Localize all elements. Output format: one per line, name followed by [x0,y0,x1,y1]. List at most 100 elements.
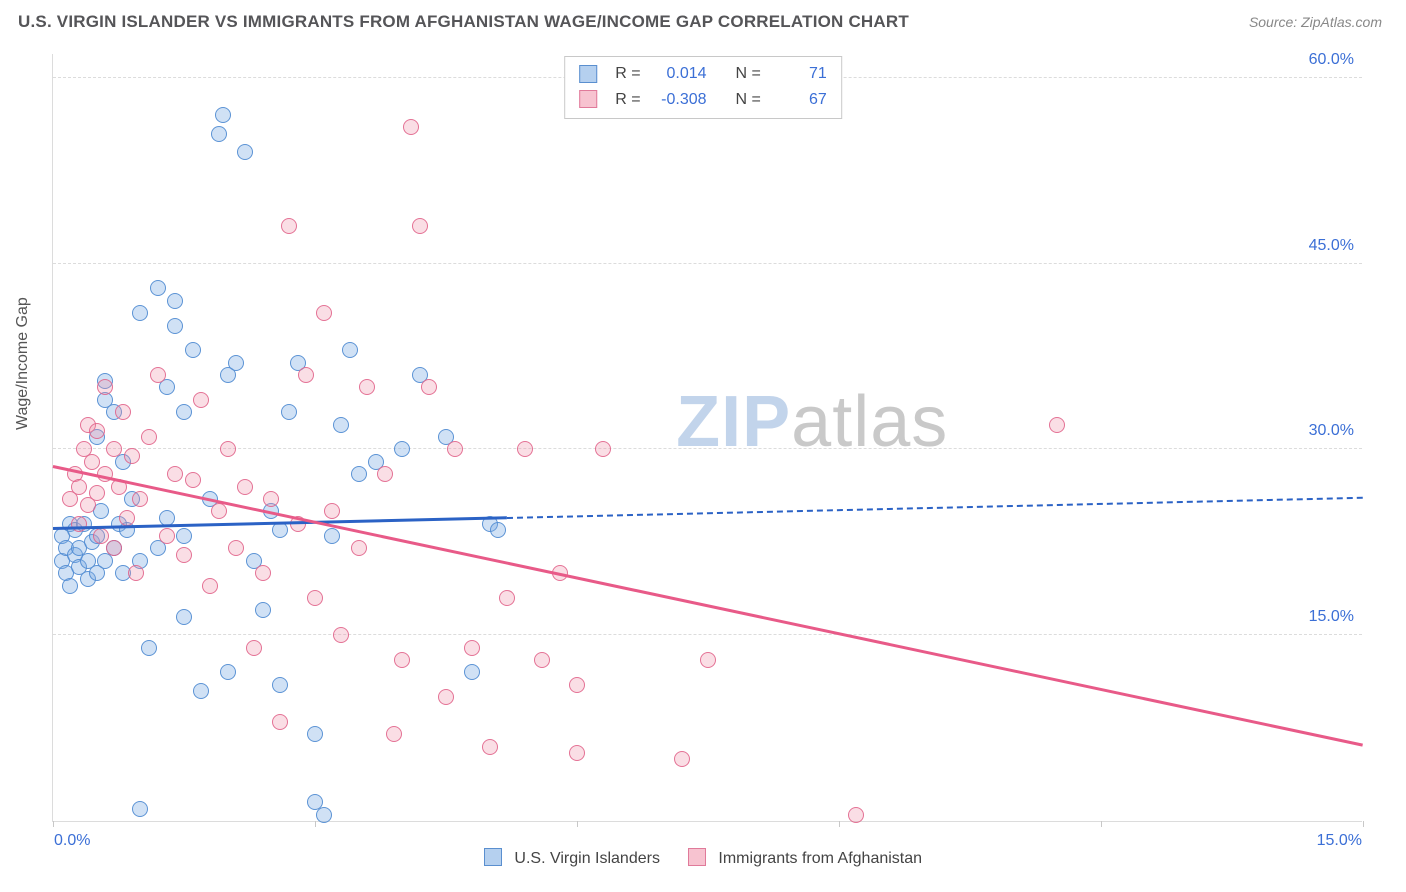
data-point [324,503,340,519]
data-point [97,379,113,395]
data-point [132,491,148,507]
chart-title: U.S. VIRGIN ISLANDER VS IMMIGRANTS FROM … [18,12,909,32]
data-point [211,126,227,142]
y-tick-label: 45.0% [1309,237,1354,255]
data-point [333,627,349,643]
scatter-plot: ZIPatlas 15.0%30.0%45.0%60.0% [52,54,1362,822]
data-point [237,144,253,160]
data-point [167,293,183,309]
data-point [1049,417,1065,433]
data-point [333,417,349,433]
data-point [159,510,175,526]
data-point [211,503,227,519]
data-point [438,689,454,705]
data-point [71,479,87,495]
legend-item-b: Immigrants from Afghanistan [688,848,922,868]
tick-x [53,821,54,827]
data-point [193,683,209,699]
data-point [89,485,105,501]
gridline-y [53,263,1362,264]
data-point [128,565,144,581]
tick-x [839,821,840,827]
data-point [848,807,864,823]
legend-item-a: U.S. Virgin Islanders [484,848,660,868]
data-point [84,454,100,470]
trend-line [53,465,1364,746]
x-tick-right: 15.0% [1317,832,1362,850]
data-point [185,342,201,358]
data-point [517,441,533,457]
data-point [141,429,157,445]
data-point [386,726,402,742]
data-point [237,479,253,495]
data-point [246,640,262,656]
y-tick-label: 30.0% [1309,422,1354,440]
data-point [307,590,323,606]
data-point [298,367,314,383]
data-point [167,318,183,334]
data-point [202,578,218,594]
tick-x [577,821,578,827]
data-point [141,640,157,656]
bottom-legend: U.S. Virgin Islanders Immigrants from Af… [0,848,1406,868]
swatch-pink-icon [579,90,597,108]
data-point [167,466,183,482]
data-point [377,466,393,482]
data-point [62,578,78,594]
data-point [176,609,192,625]
data-point [281,404,297,420]
data-point [403,119,419,135]
data-point [569,745,585,761]
data-point [263,491,279,507]
data-point [150,367,166,383]
data-point [106,441,122,457]
data-point [150,280,166,296]
data-point [185,472,201,488]
data-point [700,652,716,668]
y-axis-title: Wage/Income Gap [14,297,32,430]
data-point [324,528,340,544]
data-point [176,528,192,544]
y-tick-label: 60.0% [1309,51,1354,69]
data-point [124,448,140,464]
data-point [255,565,271,581]
data-point [93,528,109,544]
gridline-y [53,634,1362,635]
gridline-y [53,448,1362,449]
data-point [351,466,367,482]
tick-x [315,821,316,827]
data-point [272,714,288,730]
correlation-stats-box: R = 0.014 N = 71 R = -0.308 N = 67 [564,56,842,119]
data-point [447,441,463,457]
data-point [89,423,105,439]
chart-header: U.S. VIRGIN ISLANDER VS IMMIGRANTS FROM … [0,0,1406,40]
data-point [464,664,480,680]
data-point [569,677,585,693]
data-point [255,602,271,618]
tick-x [1363,821,1364,827]
data-point [71,516,87,532]
data-point [281,218,297,234]
data-point [115,404,131,420]
data-point [159,528,175,544]
data-point [421,379,437,395]
data-point [499,590,515,606]
data-point [464,640,480,656]
data-point [534,652,550,668]
data-point [595,441,611,457]
data-point [228,355,244,371]
stats-row-series-b: R = -0.308 N = 67 [579,87,827,113]
data-point [674,751,690,767]
swatch-blue-icon [579,65,597,83]
data-point [412,218,428,234]
data-point [228,540,244,556]
stats-row-series-a: R = 0.014 N = 71 [579,61,827,87]
data-point [119,510,135,526]
data-point [342,342,358,358]
source-label: Source: ZipAtlas.com [1249,14,1382,30]
swatch-pink-icon [688,848,706,866]
data-point [220,441,236,457]
tick-x [1101,821,1102,827]
data-point [132,801,148,817]
x-tick-left: 0.0% [54,832,90,850]
